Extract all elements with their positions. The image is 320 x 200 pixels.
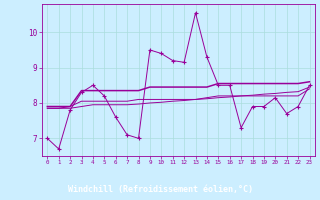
Text: Windchill (Refroidissement éolien,°C): Windchill (Refroidissement éolien,°C) bbox=[68, 185, 252, 194]
